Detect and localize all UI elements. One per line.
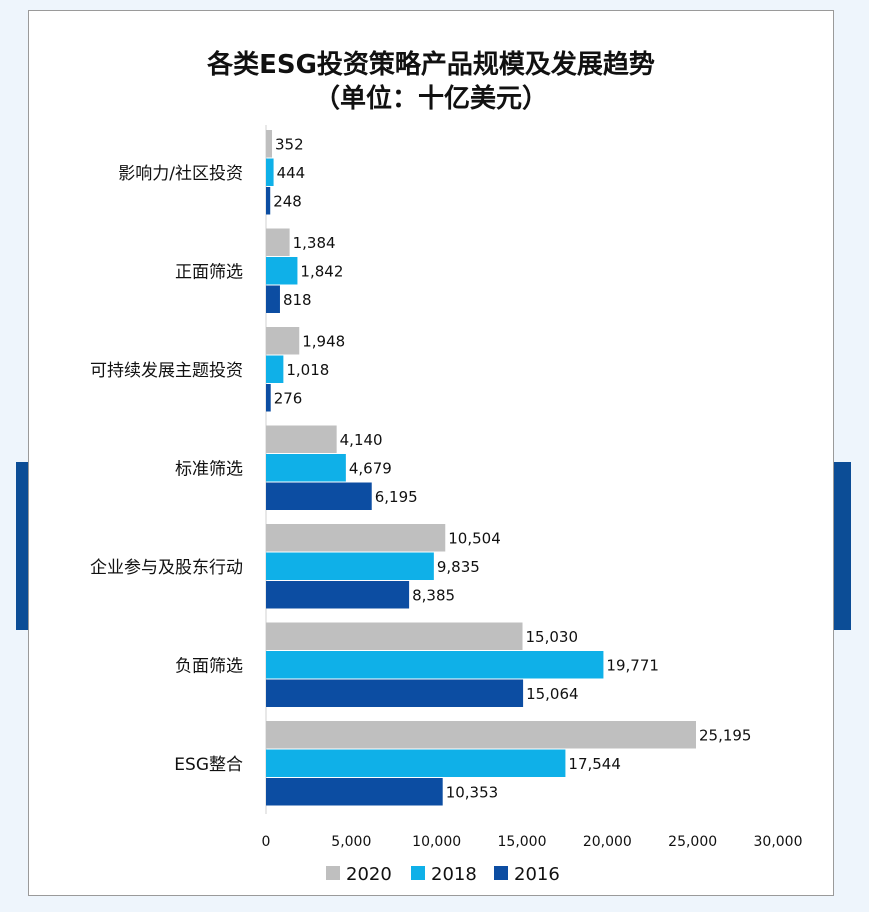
bar-2020 bbox=[266, 622, 523, 650]
data-label: 8,385 bbox=[412, 586, 455, 604]
legend-swatch-2018 bbox=[411, 866, 425, 880]
bar-2016 bbox=[266, 285, 280, 313]
data-label: 1,384 bbox=[293, 234, 336, 252]
x-tick-label: 5,000 bbox=[331, 834, 371, 850]
data-label: 1,948 bbox=[302, 332, 345, 350]
legend-swatch-2020 bbox=[326, 866, 340, 880]
data-label: 15,064 bbox=[526, 685, 579, 703]
bar-2020 bbox=[266, 228, 290, 256]
data-label: 10,353 bbox=[446, 783, 499, 801]
chart-subtitle: （单位：十亿美元） bbox=[313, 84, 548, 114]
data-label: 17,544 bbox=[568, 755, 621, 773]
category-label: 可持续发展主题投资 bbox=[90, 361, 243, 381]
data-label: 818 bbox=[283, 291, 312, 309]
bar-2016 bbox=[266, 679, 524, 707]
data-label: 4,140 bbox=[340, 431, 383, 449]
x-tick-label: 20,000 bbox=[583, 834, 632, 850]
x-tick-label: 30,000 bbox=[754, 834, 803, 850]
bar-2016 bbox=[266, 581, 410, 609]
legend-label: 2018 bbox=[431, 864, 477, 885]
data-label: 10,504 bbox=[448, 529, 501, 547]
data-label: 25,195 bbox=[699, 726, 752, 744]
bar-2016 bbox=[266, 187, 271, 215]
x-tick-label: 25,000 bbox=[668, 834, 717, 850]
data-label: 9,835 bbox=[437, 558, 480, 576]
bar-2018 bbox=[266, 552, 434, 580]
data-label: 15,030 bbox=[526, 628, 579, 646]
data-label: 19,771 bbox=[606, 656, 659, 674]
chart-title: 各类ESG投资策略产品规模及发展趋势 bbox=[207, 50, 655, 80]
category-label: 负面筛选 bbox=[175, 656, 243, 676]
bar-2016 bbox=[266, 482, 372, 510]
category-label: ESG整合 bbox=[174, 755, 243, 775]
category-label: 标准筛选 bbox=[175, 459, 243, 479]
data-label: 1,018 bbox=[286, 361, 329, 379]
bar-2020 bbox=[266, 425, 337, 453]
data-label: 6,195 bbox=[375, 488, 418, 506]
data-label: 1,842 bbox=[300, 262, 343, 280]
x-tick-label: 0 bbox=[262, 834, 271, 850]
bar-2018 bbox=[266, 355, 284, 383]
bar-2020 bbox=[266, 524, 446, 552]
category-label: 企业参与及股东行动 bbox=[90, 558, 243, 578]
bar-2020 bbox=[266, 130, 273, 158]
bar-2018 bbox=[266, 651, 604, 679]
data-label: 352 bbox=[275, 135, 304, 153]
bar-2018 bbox=[266, 749, 566, 777]
x-tick-label: 10,000 bbox=[412, 834, 461, 850]
bar-2018 bbox=[266, 454, 346, 482]
data-label: 276 bbox=[274, 389, 303, 407]
x-tick-label: 15,000 bbox=[498, 834, 547, 850]
bar-2016 bbox=[266, 384, 271, 412]
data-label: 4,679 bbox=[349, 459, 392, 477]
legend-swatch-2016 bbox=[494, 866, 508, 880]
category-label: 影响力/社区投资 bbox=[118, 164, 243, 184]
data-label: 444 bbox=[277, 164, 306, 182]
bar-2018 bbox=[266, 158, 274, 186]
bar-2018 bbox=[266, 257, 298, 285]
data-label: 248 bbox=[273, 192, 302, 210]
bar-2020 bbox=[266, 721, 696, 749]
bar-2016 bbox=[266, 778, 443, 806]
legend-label: 2016 bbox=[514, 864, 560, 885]
legend-label: 2020 bbox=[346, 864, 392, 885]
category-label: 正面筛选 bbox=[175, 262, 243, 282]
bar-2020 bbox=[266, 327, 300, 355]
